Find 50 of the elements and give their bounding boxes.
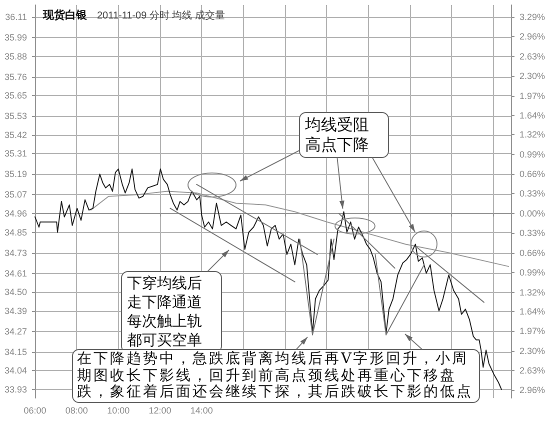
y-tick-label: 34.61 — [4, 268, 27, 278]
y-tick-label: 34.39 — [4, 306, 27, 316]
y-tick-label: 34.85 — [4, 227, 27, 238]
y2-tick-label: 2.30% — [519, 346, 546, 356]
chart-title: 现货白银 — [42, 8, 88, 22]
y-tick-label: 34.96 — [4, 208, 27, 218]
y-tick-label: 34.15 — [4, 346, 27, 357]
x-tick-label: 06:00 — [24, 406, 46, 416]
y2-tick-label: 3.29% — [519, 12, 546, 22]
y-tick-label: 35.88 — [4, 51, 27, 62]
y2-tick-label: 0.33% — [519, 228, 546, 238]
x-tick-label: 10:00 — [107, 406, 130, 416]
y2-tick-label: 0.66% — [519, 248, 546, 258]
y-tick-label: 36.11 — [5, 12, 27, 22]
y2-tick-label: 2.30% — [519, 71, 546, 82]
y-tick-label: 35.99 — [4, 32, 27, 42]
y2-tick-label: 2.96% — [519, 32, 546, 42]
annotation: 在下降趋势中，急跌底背离均线后再V字形回升，小周期图收长下影线，回升到前高点颈线处再重心下移盘跌，象征着后面还会继续下探，其后跌破长下影的低点 — [72, 349, 480, 402]
y2-tick-label: 2.63% — [519, 51, 546, 62]
y2-tick-label: 1.64% — [519, 110, 546, 120]
y-tick-label: 35.76 — [4, 72, 27, 82]
y-tick-label: 35.65 — [4, 90, 27, 101]
y2-tick-label: 1.97% — [519, 326, 546, 336]
x-tick-label: 12:00 — [148, 406, 172, 416]
x-tick-label: 08:00 — [65, 406, 88, 416]
y-tick-label: 35.07 — [4, 190, 27, 200]
y-tick-label: 34.73 — [4, 248, 27, 258]
y-tick-label: 34.27 — [4, 326, 27, 336]
y-tick-label: 35.42 — [4, 130, 27, 140]
y-tick-label: 34.04 — [4, 366, 27, 376]
y-tick-label: 33.93 — [4, 384, 27, 394]
y-tick-label: 34.50 — [4, 287, 27, 298]
y2-tick-label: 0.00% — [519, 208, 546, 218]
y-tick-label: 35.53 — [4, 111, 27, 122]
y2-tick-label: 2.96% — [519, 385, 546, 396]
y2-tick-label: 0.99% — [519, 149, 546, 160]
text: 2011-11-09 分时 均线 成交量 — [97, 10, 226, 22]
y-tick-label: 35.19 — [4, 169, 27, 180]
y2-tick-label: 0.66% — [519, 169, 546, 180]
y2-tick-label: 2.63% — [519, 366, 546, 376]
x-tick-label: 14:00 — [190, 406, 213, 416]
y2-tick-label: 1.64% — [519, 306, 546, 316]
y2-tick-label: 1.97% — [519, 90, 546, 101]
y2-tick-label: 1.32% — [519, 287, 546, 298]
y-tick-label: 35.31 — [4, 148, 27, 159]
y2-tick-label: 1.32% — [519, 130, 546, 140]
y2-tick-label: 0.99% — [519, 268, 546, 278]
annotation: 均线受阻高点下降 — [299, 112, 389, 158]
y2-tick-label: 0.33% — [519, 188, 546, 199]
annotation: 下穿均线后走下降通道每次触上轨都可买空单 — [127, 274, 202, 349]
